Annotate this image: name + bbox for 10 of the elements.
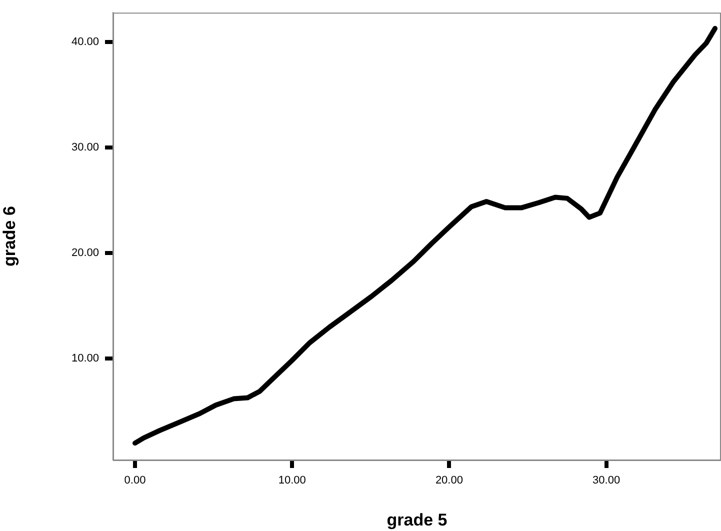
x-axis-title: grade 5 <box>386 510 448 530</box>
y-axis-title: grade 6 <box>0 206 19 267</box>
x-tick-label: 30.00 <box>592 474 620 487</box>
y-tick-label: 10.00 <box>71 352 99 365</box>
y-tick-label: 40.00 <box>71 36 99 48</box>
y-tick-label: 20.00 <box>71 247 99 260</box>
x-tick-label: 0.00 <box>124 474 146 487</box>
x-tick-label: 20.00 <box>435 474 463 487</box>
y-tick-label: 30.00 <box>71 142 99 154</box>
x-tick-label: 10.00 <box>278 474 306 487</box>
